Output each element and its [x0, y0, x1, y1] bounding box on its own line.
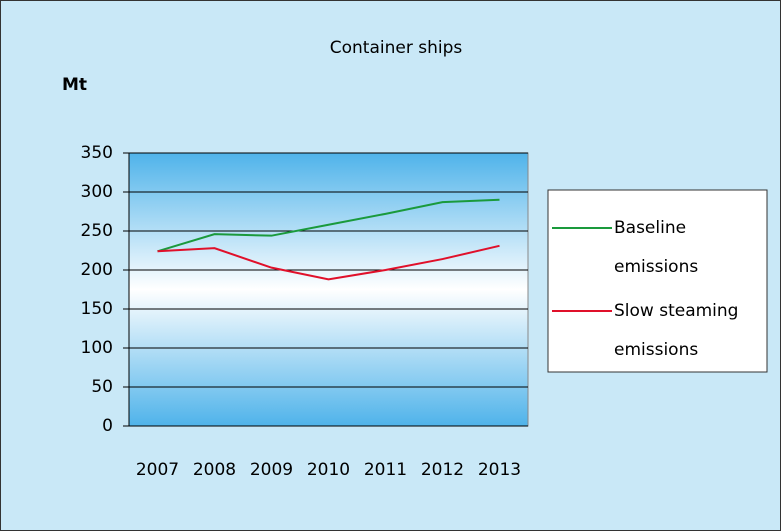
y-tick-label: 100: [81, 338, 113, 358]
legend-label-line: emissions: [614, 340, 698, 360]
legend-label-line: emissions: [614, 257, 698, 277]
legend-label-line: Slow steaming: [614, 301, 744, 321]
x-tick-label: 2008: [193, 460, 236, 480]
x-tick-label: 2009: [250, 460, 293, 480]
x-tick-label: 2013: [478, 460, 521, 480]
series-line: [157, 244, 500, 281]
legend-label: Baseline emissions: [614, 218, 698, 277]
y-axis-label: Mt: [62, 75, 87, 95]
y-tick-label: 150: [81, 299, 113, 319]
y-tick-label: 200: [81, 260, 113, 280]
y-tick-label: 0: [102, 416, 113, 436]
legend: [547, 189, 768, 373]
legend-label: Slow steaming emissions: [614, 301, 744, 360]
chart-title: Container ships: [330, 38, 463, 58]
x-tick-label: 2012: [421, 460, 464, 480]
legend-label-line: Baseline: [614, 218, 691, 238]
y-tick-label: 350: [81, 143, 113, 163]
series-line: [157, 198, 500, 253]
x-tick-label: 2007: [136, 460, 179, 480]
y-tick-label: 250: [81, 221, 113, 241]
plot-area: [128, 152, 529, 427]
x-tick-label: 2010: [307, 460, 350, 480]
x-tick-label: 2011: [364, 460, 407, 480]
y-tick-label: 50: [91, 377, 113, 397]
y-tick-label: 300: [81, 182, 113, 202]
